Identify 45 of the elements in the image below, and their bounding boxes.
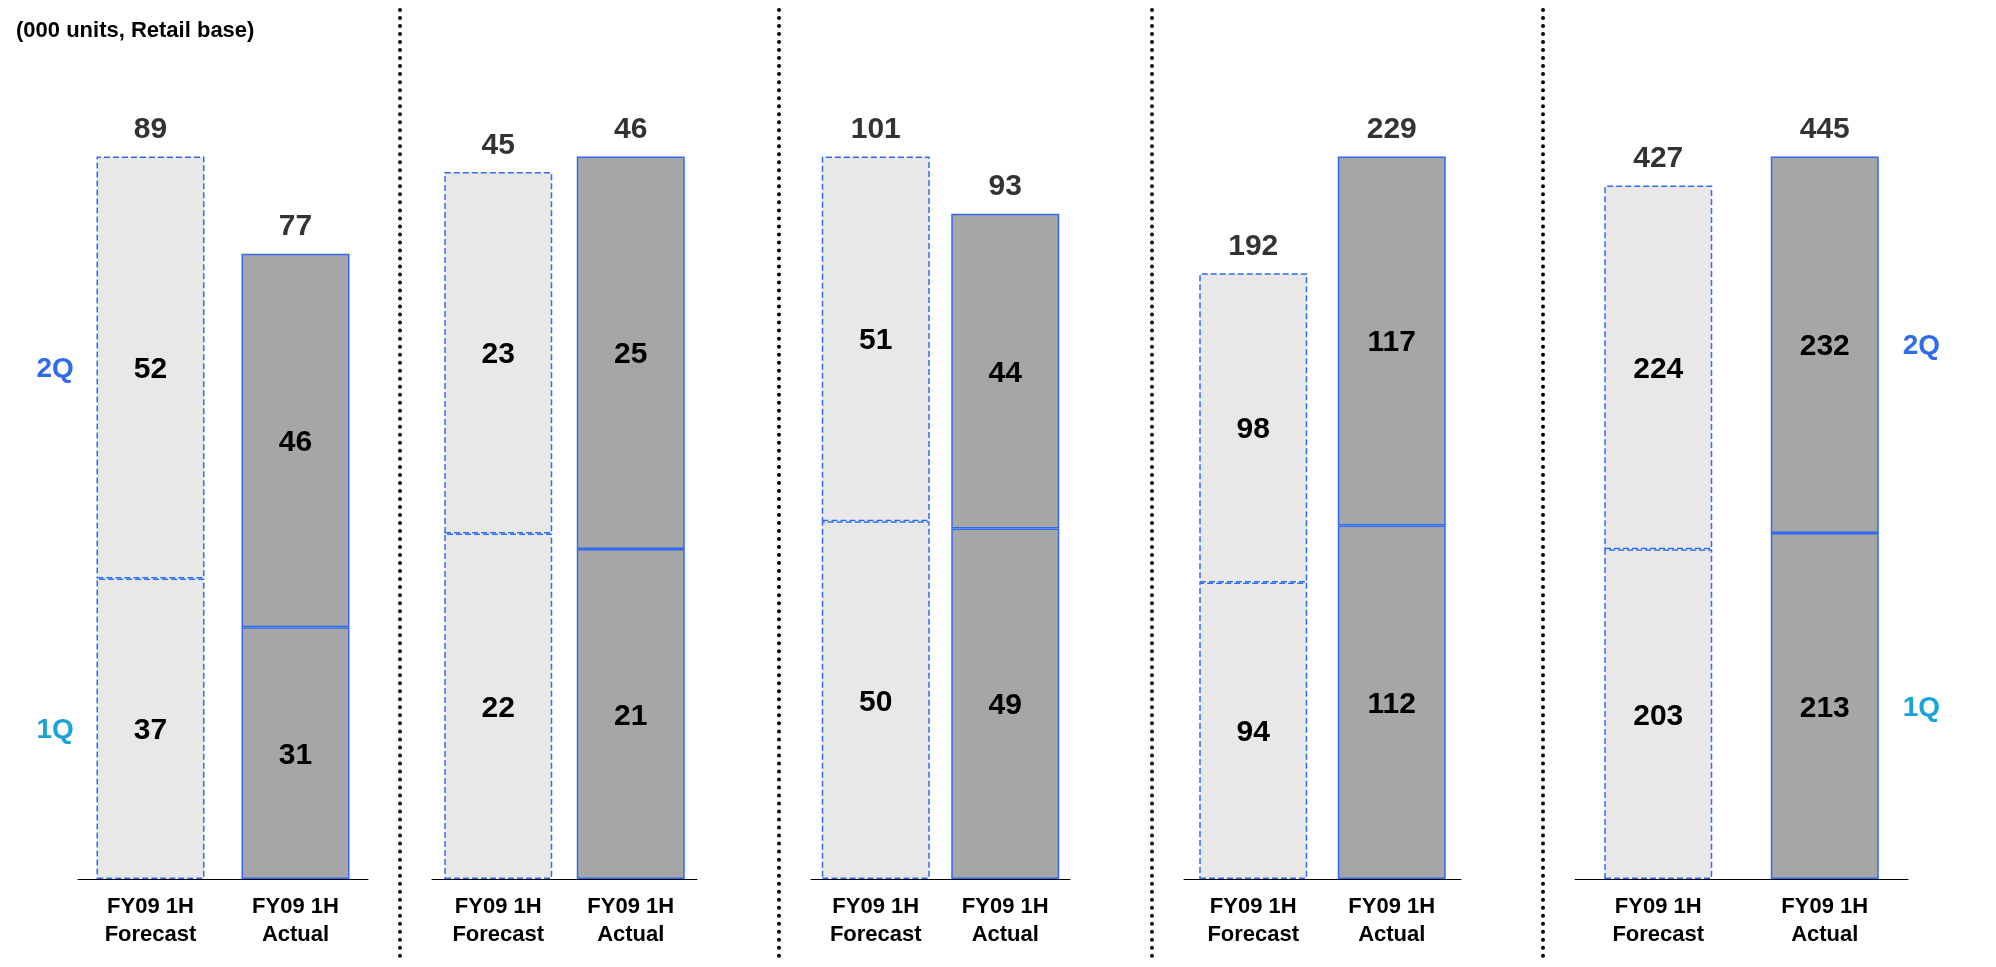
data-label: 22	[481, 689, 515, 723]
data-label: 232	[1799, 328, 1850, 362]
total-label: 192	[1228, 227, 1279, 261]
total-label: 93	[988, 168, 1022, 202]
data-label: 94	[1236, 714, 1271, 748]
x-tick-label: FY09 1H Actual	[252, 892, 339, 946]
data-label: 21	[614, 697, 648, 731]
total-label: 427	[1633, 140, 1684, 174]
data-label: 46	[278, 424, 313, 458]
total-label: 89	[133, 110, 168, 144]
total-label: 101	[850, 110, 901, 144]
data-label: 112	[1367, 685, 1416, 719]
data-label: 203	[1633, 697, 1684, 731]
series-label: 1Q	[36, 713, 74, 745]
x-tick-label: FY09 1H Forecast	[452, 892, 545, 946]
x-tick-label: FY09 1H Forecast	[1207, 892, 1300, 946]
series-label: 2Q	[1902, 329, 1941, 361]
total-label: 77	[278, 208, 313, 242]
x-tick-label: FY09 1H Actual	[961, 892, 1049, 946]
data-label: 213	[1799, 689, 1850, 723]
data-label: 44	[988, 354, 1023, 388]
data-label: 23	[481, 336, 515, 370]
data-label: 51	[859, 322, 893, 356]
data-label: 37	[133, 712, 168, 746]
data-label: 117	[1367, 324, 1416, 358]
data-label: 224	[1633, 350, 1684, 384]
data-label: 50	[859, 683, 893, 717]
x-tick-label: FY09 1H Actual	[587, 892, 675, 946]
x-tick-label: FY09 1H Forecast	[104, 892, 198, 946]
data-label: 31	[278, 736, 313, 770]
text: (000 units, Retail base)	[16, 16, 255, 42]
series-label: 1Q	[1902, 690, 1941, 722]
total-label: 229	[1366, 110, 1417, 144]
data-label: 49	[988, 687, 1022, 721]
total-label: 445	[1799, 110, 1850, 144]
total-label: 46	[614, 110, 648, 144]
x-tick-label: FY09 1H Actual	[1348, 892, 1436, 946]
x-tick-label: FY09 1H Actual	[1781, 892, 1869, 946]
data-label: 98	[1236, 411, 1270, 445]
series-label: 2Q	[36, 351, 74, 383]
x-tick-label: FY09 1H Forecast	[829, 892, 923, 946]
x-tick-label: FY09 1H Forecast	[1612, 892, 1705, 946]
data-label: 52	[133, 350, 168, 384]
data-label: 25	[614, 336, 648, 370]
total-label: 45	[481, 126, 515, 160]
